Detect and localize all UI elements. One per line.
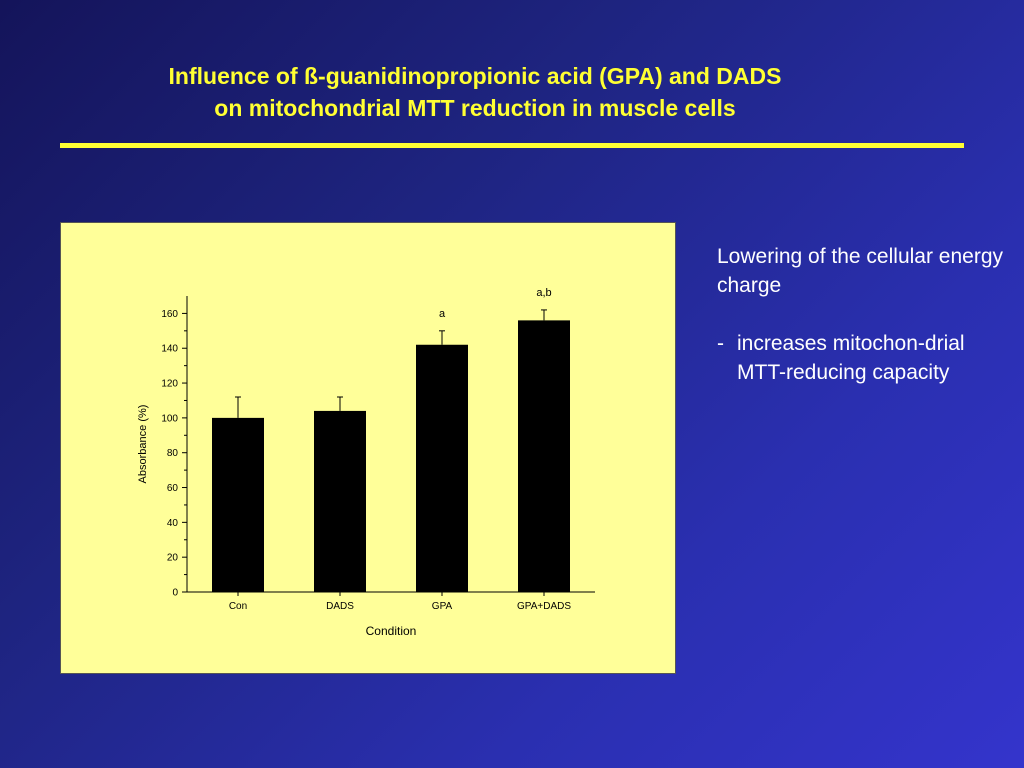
- y-tick-label: 0: [172, 588, 178, 599]
- y-tick-label: 40: [167, 518, 179, 529]
- bullet-marker: -: [717, 332, 724, 355]
- y-tick-label: 140: [161, 344, 178, 355]
- side-bullet: - increases mitochon-drial MTT-reducing …: [717, 329, 1007, 387]
- bar-chart: 0 20 40 60 80 100 120 140 160 Absorbance (%) Condi…: [137, 287, 595, 638]
- side-heading: Lowering of the cellular energy charge: [717, 245, 1004, 297]
- y-tick-label: 100: [161, 413, 178, 424]
- slide-title: Influence of ß-guanidinopropionic acid (…: [60, 60, 890, 124]
- title-line-2: on mitochondrial MTT reduction in muscle…: [214, 95, 736, 121]
- significance-label: a: [439, 308, 446, 320]
- y-tick-label: 20: [167, 553, 179, 564]
- bar: [416, 344, 468, 592]
- chart-panel: 0 20 40 60 80 100 120 140 160 Absorbance (%) Condi…: [60, 222, 676, 674]
- x-tick-label: GPA+DADS: [517, 601, 571, 612]
- title-line-1: Influence of ß-guanidinopropionic acid (…: [168, 63, 782, 89]
- y-tick-label: 160: [161, 309, 178, 320]
- x-tick-label: GPA: [432, 601, 453, 612]
- bullet-text: increases mitochon-drial MTT-reducing ca…: [737, 332, 965, 384]
- x-tick-label: Con: [229, 601, 247, 612]
- y-tick-label: 120: [161, 379, 178, 390]
- y-tick-label: 60: [167, 483, 179, 494]
- bar: [314, 410, 366, 592]
- title-underline: [60, 143, 964, 148]
- bar: [518, 320, 570, 592]
- y-axis-label: Absorbance (%): [137, 405, 149, 484]
- x-axis-label: Condition: [366, 624, 417, 638]
- significance-label: a,b: [536, 287, 551, 299]
- bar: [212, 417, 264, 592]
- side-notes: Lowering of the cellular energy charge -…: [717, 242, 1007, 387]
- x-tick-label: DADS: [326, 601, 354, 612]
- y-tick-label: 80: [167, 448, 179, 459]
